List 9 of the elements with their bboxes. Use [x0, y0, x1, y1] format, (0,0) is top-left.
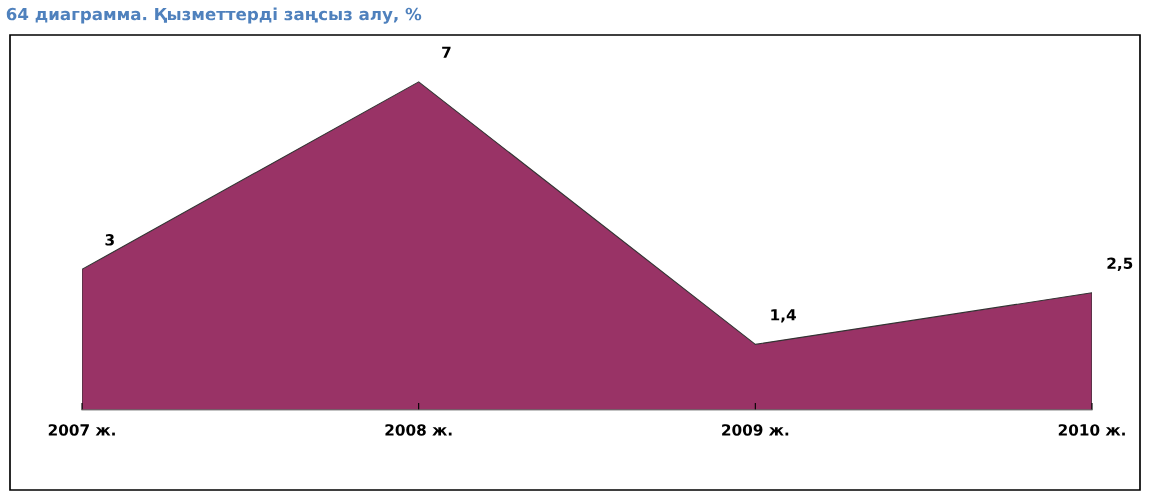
data-label: 1,4 [771, 309, 796, 323]
data-label: 7 [442, 46, 451, 58]
data-label: 2,5 [1107, 257, 1133, 271]
x-tick-label: 2009 ж. [722, 424, 789, 436]
data-label: 3 [105, 234, 114, 246]
x-tick-label: 2008 ж. [385, 424, 452, 436]
x-tick-label: 2007 ж. [48, 424, 115, 436]
x-tick-label: 2010 ж. [1058, 424, 1125, 436]
chart-title: 64 диаграмма. Қызметтерді заңсыз алу, % [6, 7, 422, 24]
